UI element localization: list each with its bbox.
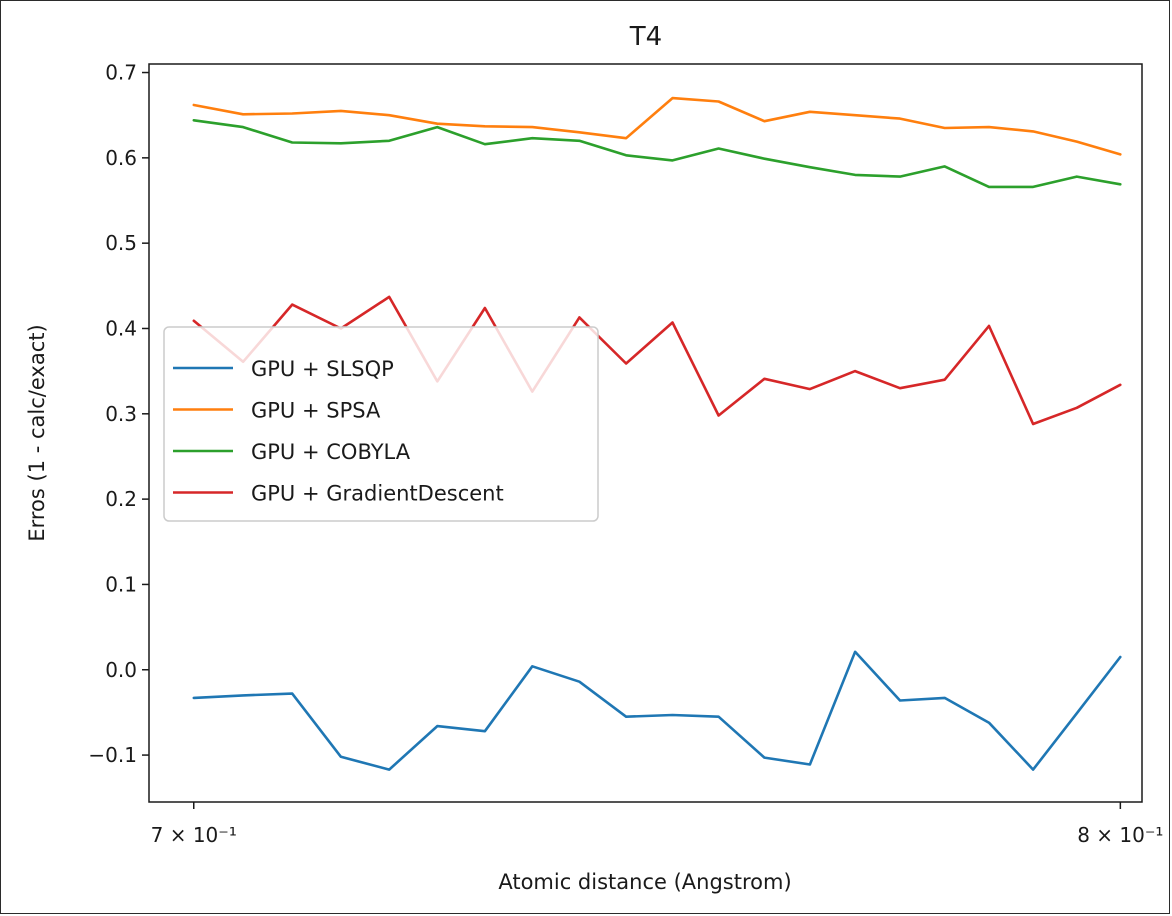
plot-area — [192, 96, 1122, 771]
y-tick-label: 0.7 — [105, 61, 137, 85]
y-axis-label: Erros (1 - calc/exact) — [25, 324, 49, 541]
y-tick-label: −0.1 — [88, 743, 137, 767]
series-line-0 — [192, 650, 1122, 771]
legend: GPU + SLSQP GPU + SPSA GPU + COBYLA GPU + G… — [163, 326, 599, 522]
x-axis-label: Atomic distance (Angstrom) — [498, 870, 791, 894]
y-tick-label: 0.1 — [105, 572, 137, 596]
y-tick-label: 0.4 — [105, 316, 137, 340]
y-tick-label: 0.6 — [105, 146, 137, 170]
x-tick-label: 8 × 10⁻¹ — [1077, 823, 1163, 847]
series-line-1 — [192, 96, 1122, 156]
y-tick-label: 0.3 — [105, 402, 137, 426]
y-tick-label: 0.2 — [105, 487, 137, 511]
y-tick-label: 0.5 — [105, 231, 137, 255]
plot-frame — [148, 63, 1143, 803]
legend-box — [163, 326, 599, 522]
series-line-2 — [192, 119, 1122, 189]
legend-entry: GPU + COBYLA — [251, 440, 411, 464]
axis-ticks: 0.7 0.6 0.5 0.4 0.3 0.2 0.1 0.0 −0.1 7 × 10⁻¹ 8 × … — [88, 61, 1163, 847]
y-tick-label: 0.0 — [105, 658, 137, 682]
legend-entry: GPU + GradientDescent — [251, 482, 504, 506]
x-tick-label: 7 × 10⁻¹ — [151, 823, 237, 847]
series-line-3 — [192, 295, 1122, 426]
legend-entry: GPU + SPSA — [251, 399, 381, 423]
legend-entry: GPU + SLSQP — [251, 357, 394, 381]
chart-title: T4 — [629, 22, 662, 52]
